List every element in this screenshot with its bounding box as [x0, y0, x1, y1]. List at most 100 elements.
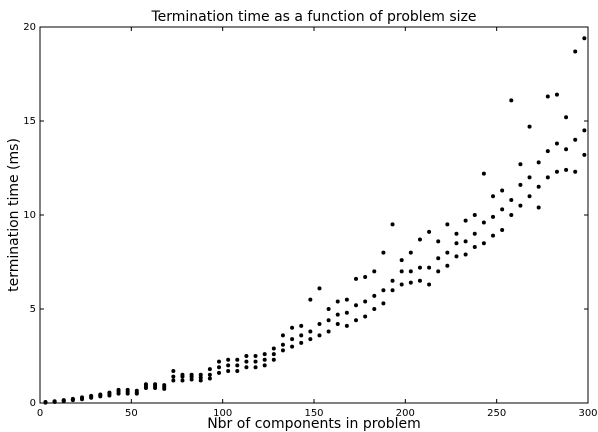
- point: [390, 288, 395, 293]
- point: [582, 152, 587, 157]
- point: [472, 231, 477, 236]
- point: [536, 184, 541, 189]
- point: [518, 162, 523, 167]
- point: [280, 348, 285, 353]
- point: [564, 115, 569, 120]
- point: [436, 239, 441, 244]
- point: [518, 182, 523, 187]
- point: [180, 372, 185, 377]
- point: [189, 372, 194, 377]
- point: [326, 318, 331, 323]
- y-tick-label: 15: [23, 116, 36, 127]
- point: [463, 239, 468, 244]
- point: [582, 36, 587, 41]
- x-tick-label: 250: [487, 408, 506, 419]
- point: [491, 194, 496, 199]
- point: [445, 222, 450, 227]
- point: [564, 147, 569, 152]
- point: [354, 303, 359, 308]
- point: [372, 307, 377, 311]
- point: [582, 128, 587, 133]
- point: [481, 171, 486, 176]
- point: [271, 346, 276, 351]
- point: [308, 337, 313, 342]
- point: [491, 233, 496, 238]
- x-tick-label: 150: [304, 408, 323, 419]
- point: [363, 314, 368, 319]
- point: [299, 323, 304, 328]
- point: [207, 372, 212, 377]
- point: [536, 205, 541, 210]
- point: [271, 357, 276, 362]
- point: [564, 167, 569, 172]
- plot-frame: [39, 26, 589, 404]
- point: [290, 337, 295, 342]
- x-axis-label: Nbr of components in problem: [207, 416, 421, 432]
- point: [207, 376, 212, 381]
- point: [472, 213, 477, 217]
- point: [463, 218, 468, 223]
- point: [344, 297, 349, 302]
- point: [198, 375, 203, 380]
- point: [171, 378, 176, 383]
- point: [244, 365, 249, 370]
- point: [436, 269, 441, 274]
- point: [445, 250, 450, 255]
- point: [326, 307, 331, 311]
- point: [125, 387, 130, 392]
- point: [271, 352, 276, 357]
- point: [116, 387, 121, 392]
- point: [207, 367, 212, 372]
- point: [554, 141, 559, 146]
- point: [52, 399, 57, 404]
- point: [545, 94, 550, 99]
- point: [171, 374, 176, 379]
- point: [381, 250, 386, 255]
- point: [536, 160, 541, 165]
- point: [253, 359, 258, 364]
- point: [153, 382, 158, 387]
- point: [463, 252, 468, 257]
- point: [372, 269, 377, 274]
- point: [363, 299, 368, 304]
- point: [80, 395, 85, 400]
- point: [554, 92, 559, 97]
- point: [344, 323, 349, 328]
- point: [262, 352, 267, 357]
- point: [98, 392, 103, 397]
- point: [253, 365, 258, 370]
- x-tick-label: 200: [396, 408, 415, 419]
- point: [527, 124, 532, 129]
- point: [354, 276, 359, 281]
- point: [198, 372, 203, 377]
- point: [427, 229, 432, 234]
- point: [143, 382, 148, 387]
- point: [573, 169, 578, 174]
- point: [335, 312, 340, 317]
- point: [317, 333, 322, 338]
- point: [134, 388, 139, 393]
- point: [308, 297, 313, 302]
- point: [408, 269, 413, 274]
- point: [235, 369, 240, 374]
- point: [417, 237, 422, 242]
- point: [235, 357, 240, 362]
- point: [226, 363, 231, 368]
- point: [217, 365, 222, 370]
- point: [107, 390, 112, 395]
- point: [481, 241, 486, 246]
- point: [454, 254, 459, 259]
- point: [354, 318, 359, 323]
- point: [573, 49, 578, 54]
- y-axis-label: termination time (ms): [6, 138, 22, 292]
- point: [500, 228, 505, 233]
- point: [372, 293, 377, 298]
- point: [180, 378, 185, 383]
- point: [417, 278, 422, 283]
- point: [445, 263, 450, 268]
- point: [408, 280, 413, 285]
- point: [381, 301, 386, 306]
- point: [335, 322, 340, 327]
- point: [399, 258, 404, 263]
